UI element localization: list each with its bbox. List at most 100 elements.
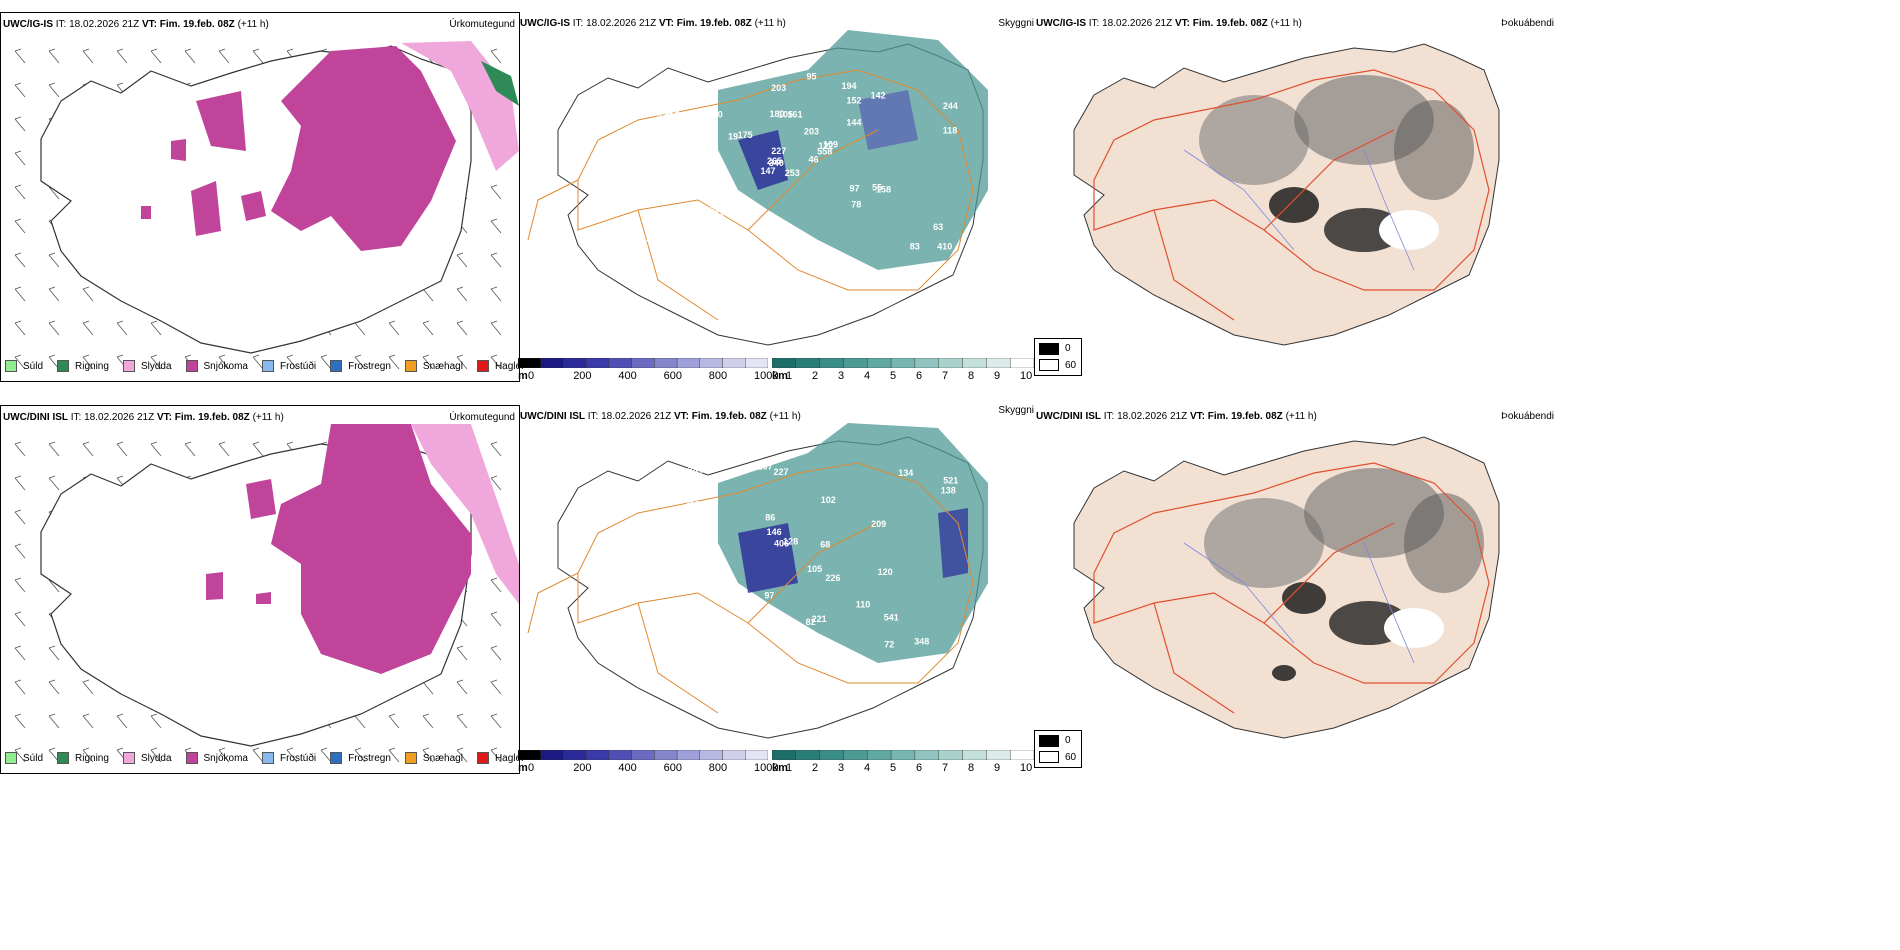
wind-barb — [320, 354, 332, 370]
colorbar-segment — [938, 358, 963, 368]
legend-label: Snæhagl — [422, 752, 463, 764]
height-label: 373 — [640, 550, 655, 560]
colorbar-tick: 9 — [994, 370, 1001, 382]
colorbar-segment — [518, 358, 541, 368]
height-label: 338 — [621, 537, 636, 547]
field-label: Þokuábendi — [1501, 411, 1554, 422]
wind-barb — [218, 48, 230, 64]
colorbar-segment — [867, 750, 892, 760]
colorbar-segment — [654, 750, 678, 760]
wind-barb — [14, 218, 26, 234]
wind-barb — [490, 184, 502, 200]
wind-barb — [218, 354, 230, 370]
wind-barb — [456, 645, 468, 661]
wind-barb — [252, 441, 264, 457]
legend-swatch — [476, 360, 489, 372]
colorbar-tick: 1 — [786, 762, 793, 774]
legend-item: Frostregn — [330, 360, 391, 372]
iceland-fog-map — [1073, 436, 1500, 739]
colorbar-segment — [563, 750, 587, 760]
legend-item: Frostúði — [261, 752, 317, 764]
colorbar-tick: 6 — [916, 762, 923, 774]
legend-item: Haglél — [476, 360, 524, 372]
panel-title: UWC/IG-IS IT: 18.02.2026 21Z VT: Fim. 19… — [1036, 18, 1302, 29]
height-label: 94 — [642, 568, 652, 578]
colorbar-tick: 1000 — [754, 370, 779, 382]
wind-barb — [490, 441, 502, 457]
colorbar-segment — [772, 750, 797, 760]
colorbar-segment — [631, 358, 655, 368]
wind-barb — [354, 354, 366, 370]
wind-barb — [48, 48, 60, 64]
height-label: 348 — [914, 637, 929, 647]
legend-swatch — [476, 752, 489, 764]
height-label: 432 — [657, 111, 672, 121]
height-label: 194 — [842, 81, 857, 91]
height-label: 418 — [658, 553, 673, 563]
height-label: 118 — [943, 126, 958, 136]
height-label: 144 — [846, 118, 861, 128]
height-label: 122 — [818, 141, 833, 151]
precip-type-panel-2: UWC/DINI ISL IT: 18.02.2026 21Z VT: Fim.… — [0, 405, 523, 774]
colorbar-segment — [867, 358, 892, 368]
legend-label: Haglél — [494, 360, 524, 372]
legend-item: Snjókoma — [185, 360, 248, 372]
wind-barb — [14, 320, 26, 336]
legend-label: Slydda — [140, 360, 172, 372]
wind-barb — [422, 320, 434, 336]
wind-barb — [184, 441, 196, 457]
legend-swatch — [122, 360, 135, 372]
wind-barb — [82, 354, 94, 370]
height-label: 55 — [872, 182, 882, 192]
legend-swatch — [5, 360, 17, 372]
precip-legend: Súld Rigning Slydda Snjókoma Frostúði Frostre… — [5, 355, 523, 377]
height-label: 147 — [761, 166, 776, 176]
legend-item: Súld — [5, 752, 43, 764]
height-label: 82 — [806, 617, 816, 627]
height-label: 53 — [709, 239, 719, 249]
wind-barb — [252, 354, 264, 370]
legend-label: Frostúði — [279, 752, 317, 764]
wind-barb — [48, 713, 60, 729]
height-label: 72 — [884, 640, 894, 650]
height-label: 278 — [645, 225, 660, 235]
colorbar-segment — [676, 358, 701, 368]
height-label: 198 — [676, 244, 691, 254]
iceland-fog-map — [1073, 43, 1500, 346]
legend-label: Frostúði — [279, 360, 317, 372]
wind-barb — [388, 354, 400, 370]
height-label: 284 — [688, 465, 703, 475]
wind-barb — [14, 354, 26, 370]
legend-swatch — [330, 360, 343, 372]
wind-barb — [48, 679, 60, 695]
wind-barb — [14, 543, 26, 559]
legend-item: Súld — [5, 360, 43, 372]
wind-barb — [14, 150, 26, 166]
legend-swatch — [261, 752, 274, 764]
wind-barb — [252, 48, 264, 64]
colorbar-segment — [1009, 750, 1034, 760]
colorbar-tick: 1000 — [754, 762, 779, 774]
wind-barb — [286, 747, 298, 763]
height-label: 340 — [769, 158, 784, 168]
panel-title: UWC/IG-IS IT: 18.02.2026 21Z VT: Fim. 19… — [520, 18, 786, 29]
legend-swatch — [57, 752, 70, 764]
field-label: Úrkomutegund — [449, 412, 515, 423]
legend-swatch — [261, 360, 274, 372]
height-label: 83 — [910, 241, 920, 251]
colorbar-tick: 5 — [890, 370, 897, 382]
legend-swatch — [404, 752, 417, 764]
iceland-precip-map — [14, 41, 519, 370]
wind-barb — [14, 82, 26, 98]
height-label: 211 — [629, 492, 644, 502]
colorbar-segment — [722, 750, 746, 760]
colorbar-tick: 400 — [618, 762, 637, 774]
wind-barb — [150, 320, 162, 336]
colorbar-segment — [631, 750, 655, 760]
colorbar-tick: 4 — [864, 762, 871, 774]
colorbar-tick: 5 — [890, 762, 897, 774]
colorbar-segment — [962, 358, 987, 368]
colorbar-segment — [540, 358, 564, 368]
wind-barb — [388, 320, 400, 336]
panel-title: UWC/DINI ISL IT: 18.02.2026 21Z VT: Fim.… — [520, 411, 801, 422]
